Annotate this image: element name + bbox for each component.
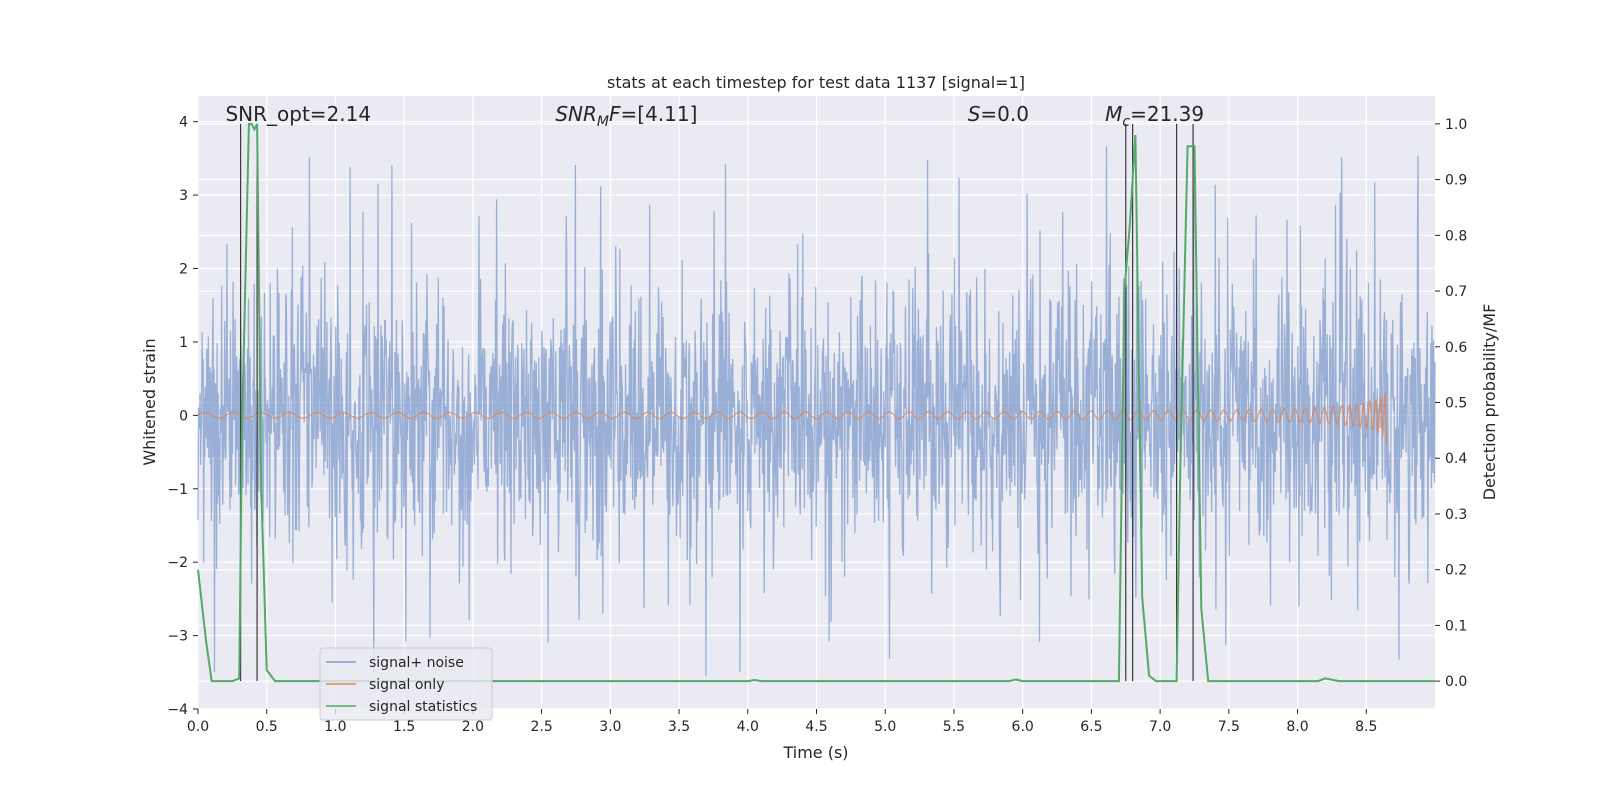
y-tick-label: −1 bbox=[167, 482, 188, 498]
y2-tick-label: 0.5 bbox=[1445, 396, 1467, 412]
legend-label-stats: signal statistics bbox=[369, 699, 477, 715]
x-tick-label: 8.5 bbox=[1355, 719, 1377, 735]
signal-statistics-series bbox=[197, 122, 1435, 683]
x-tick-label: 3.0 bbox=[599, 719, 621, 735]
annotation: SNRMF=[4.11] bbox=[555, 102, 697, 130]
y2-tick-label: 0.6 bbox=[1445, 340, 1467, 356]
x-tick-label: 5.0 bbox=[874, 719, 896, 735]
x-tick-label: 5.5 bbox=[943, 719, 965, 735]
legend-label-signal: signal only bbox=[369, 677, 444, 693]
annotation: SNR_opt=2.14 bbox=[225, 102, 371, 126]
x-tick-label: 7.5 bbox=[1218, 719, 1240, 735]
legend: signal+ noise signal only signal statist… bbox=[319, 647, 493, 721]
y2-axis-label: Detection probability/MF bbox=[1480, 304, 1499, 501]
legend-label-noise: signal+ noise bbox=[369, 655, 464, 671]
x-tick-label: 3.5 bbox=[668, 719, 690, 735]
annotation: S=0.0 bbox=[968, 102, 1029, 126]
signal-statistics-line bbox=[197, 122, 1435, 683]
y-tick-label: 2 bbox=[179, 262, 188, 278]
x-tick-label: 2.0 bbox=[462, 719, 484, 735]
y-tick-label: 3 bbox=[179, 188, 188, 204]
y2-tick-label: 0.1 bbox=[1445, 618, 1467, 634]
signal-noise-line bbox=[197, 146, 1436, 677]
signal-only-series bbox=[197, 392, 1388, 445]
y2-tick-label: 0.8 bbox=[1445, 228, 1467, 244]
y2-tick-label: 1.0 bbox=[1445, 117, 1467, 133]
x-tick-label: 7.0 bbox=[1149, 719, 1171, 735]
x-tick-label: 0.0 bbox=[187, 719, 209, 735]
y-tick-label: 4 bbox=[179, 115, 188, 131]
x-tick-label: 6.5 bbox=[1080, 719, 1102, 735]
x-tick-label: 2.5 bbox=[530, 719, 552, 735]
annotation: Mc=21.39 bbox=[1105, 102, 1204, 130]
y-tick-label: 0 bbox=[179, 408, 188, 424]
legend-box bbox=[319, 647, 493, 721]
annotations: SNR_opt=2.14 SNRMF=[4.11] S=0.0 Mc=21.39 bbox=[225, 102, 1204, 130]
y2-tick-label: 0.4 bbox=[1445, 451, 1467, 467]
x-tick-label: 1.0 bbox=[324, 719, 346, 735]
y-tick-label: −4 bbox=[167, 702, 188, 718]
signal-noise-series bbox=[197, 146, 1436, 677]
y-tick-label: −3 bbox=[167, 629, 188, 645]
x-tick-label: 4.0 bbox=[737, 719, 759, 735]
axis-ticks: 0.0 0.5 1.0 1.5 2.0 2.5 3.0 3.5 4.0 4.5 5.0 5.5 6.0 6… bbox=[167, 115, 1467, 735]
vertical-markers bbox=[240, 123, 1194, 682]
y-axis-label: Whitened strain bbox=[140, 338, 159, 465]
y2-tick-label: 0.2 bbox=[1445, 563, 1467, 579]
x-tick-label: 8.0 bbox=[1286, 719, 1308, 735]
signal-only-line bbox=[197, 392, 1388, 445]
x-axis-label: Time (s) bbox=[782, 743, 848, 762]
x-tick-label: 4.5 bbox=[805, 719, 827, 735]
y-tick-label: 1 bbox=[179, 335, 188, 351]
y2-tick-label: 0.7 bbox=[1445, 284, 1467, 300]
y2-tick-label: 0.9 bbox=[1445, 173, 1467, 189]
y2-tick-label: 0.3 bbox=[1445, 507, 1467, 523]
y2-tick-label: 0.0 bbox=[1445, 674, 1467, 690]
y-tick-label: −2 bbox=[167, 555, 188, 571]
chart-title: stats at each timestep for test data 113… bbox=[607, 73, 1025, 92]
x-tick-label: 6.0 bbox=[1012, 719, 1034, 735]
x-tick-label: 0.5 bbox=[256, 719, 278, 735]
x-tick-label: 1.5 bbox=[393, 719, 415, 735]
